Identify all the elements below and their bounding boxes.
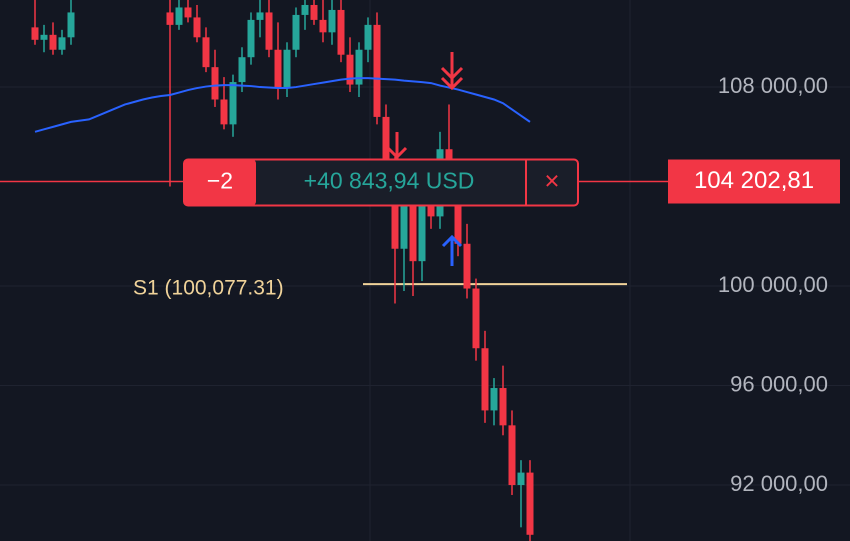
candle-body xyxy=(256,12,264,20)
candle-body xyxy=(346,54,354,85)
price-tag xyxy=(668,159,840,204)
candle-body xyxy=(184,7,192,18)
candle-body xyxy=(319,19,327,33)
position-pnl: +40 843,94 USD xyxy=(304,168,475,194)
candle-body xyxy=(292,14,300,50)
candle-body xyxy=(31,27,39,40)
support-label: S1 (100,077.31) xyxy=(133,277,284,300)
position-close[interactable]: × xyxy=(544,165,559,195)
candle-body xyxy=(454,198,462,244)
y-tick-label: 96 000,00 xyxy=(730,371,828,396)
candle-body xyxy=(382,116,390,172)
sell-marker xyxy=(440,52,464,91)
candle-body xyxy=(229,82,237,125)
position-qty-box xyxy=(184,159,256,206)
candle-body xyxy=(49,34,57,50)
candle-body xyxy=(238,57,246,83)
candle-body xyxy=(373,24,381,117)
candle-body xyxy=(490,388,498,411)
sell-marker xyxy=(386,132,408,160)
candle-body xyxy=(526,472,534,535)
candle-body xyxy=(310,4,318,20)
moving-average xyxy=(34,77,531,133)
candle-body xyxy=(67,12,75,38)
candle-body xyxy=(508,425,516,486)
y-tick-label: 92 000,00 xyxy=(730,471,828,496)
candle-body xyxy=(400,206,408,249)
candle-body xyxy=(166,12,174,25)
candle-body xyxy=(40,34,48,40)
candle-body xyxy=(283,49,291,88)
buy-marker xyxy=(441,234,463,266)
candle-body xyxy=(211,67,219,100)
candle-body xyxy=(481,348,489,411)
candle-body xyxy=(517,472,525,486)
candle-body xyxy=(202,37,210,68)
candle-body xyxy=(355,49,363,85)
price-tag-label: 104 202,81 xyxy=(694,167,814,194)
candle-body xyxy=(409,206,417,262)
candle-body xyxy=(391,171,399,249)
position-qty: −2 xyxy=(207,168,233,194)
candle-body xyxy=(472,288,480,349)
candle-body xyxy=(328,9,336,33)
candle-body xyxy=(499,388,507,426)
candle-body xyxy=(220,99,228,125)
candle-body xyxy=(301,4,309,15)
y-tick-label: 100 000,00 xyxy=(718,272,828,297)
candle-body xyxy=(337,9,345,55)
y-tick-label: 108 000,00 xyxy=(718,73,828,98)
candle-body xyxy=(463,243,471,289)
candle-body xyxy=(274,49,282,88)
candle-body xyxy=(193,17,201,38)
candle-body xyxy=(418,191,426,262)
candle-body xyxy=(58,37,66,50)
candle-body xyxy=(265,12,273,50)
candle-body xyxy=(247,19,255,58)
candle-body xyxy=(364,24,372,50)
candle-body xyxy=(175,7,183,25)
